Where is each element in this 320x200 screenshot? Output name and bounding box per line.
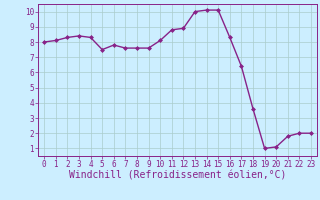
X-axis label: Windchill (Refroidissement éolien,°C): Windchill (Refroidissement éolien,°C) <box>69 171 286 181</box>
